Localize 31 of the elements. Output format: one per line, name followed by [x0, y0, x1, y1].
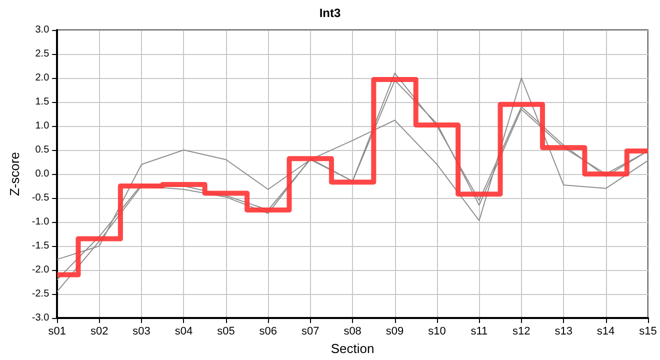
- x-tick-label: s04: [174, 326, 193, 338]
- y-tick-label: -1.5: [32, 240, 50, 252]
- x-tick-label: s02: [90, 326, 108, 338]
- y-tick-label: 0.0: [35, 168, 50, 180]
- y-tick-label: -1.0: [32, 216, 50, 228]
- x-tick-label: s03: [132, 326, 150, 338]
- x-tick-label: s01: [48, 326, 66, 338]
- y-tick-label: -2.5: [32, 288, 50, 300]
- x-axis-title: Section: [330, 340, 374, 356]
- x-tick-label: s13: [554, 326, 572, 338]
- x-tick-label: s09: [386, 326, 404, 338]
- y-axis-title: Z-score: [7, 152, 22, 196]
- y-tick-label: 0.5: [35, 144, 50, 156]
- x-tick-label: s12: [512, 326, 530, 338]
- y-tick-label: -0.5: [32, 192, 50, 204]
- y-tick-label: -3.0: [32, 312, 50, 324]
- y-tick-label: 1.5: [35, 96, 50, 108]
- x-tick-label: s08: [344, 326, 362, 338]
- y-tick-label: -2.0: [32, 264, 50, 276]
- x-tick-label: s15: [639, 326, 657, 338]
- y-tick-label: 3.0: [35, 24, 50, 36]
- x-tick-label: s10: [428, 326, 446, 338]
- chart-title: Int3: [319, 6, 341, 20]
- y-tick-label: 2.0: [35, 72, 50, 84]
- y-tick-label: 1.0: [35, 120, 50, 132]
- x-tick-label: s14: [596, 326, 615, 338]
- x-tick-label: s11: [470, 326, 488, 338]
- y-tick-label: 2.5: [35, 48, 50, 60]
- x-tick-label: s06: [259, 326, 278, 338]
- x-tick-label: s07: [301, 326, 320, 338]
- x-tick-label: s05: [217, 326, 235, 338]
